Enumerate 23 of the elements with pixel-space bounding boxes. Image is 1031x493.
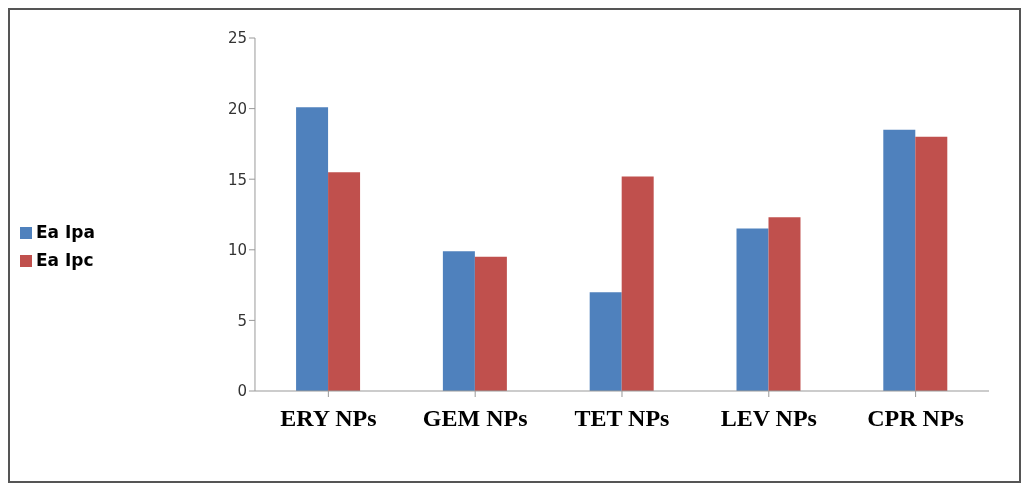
bar xyxy=(589,292,622,391)
y-tick-label: 15 xyxy=(227,170,247,189)
x-tick-label: ERY NPs xyxy=(280,405,377,432)
bar xyxy=(736,228,769,391)
y-tick-label: 20 xyxy=(227,99,247,118)
bar xyxy=(883,129,916,391)
legend-label: Ea Ipa xyxy=(36,221,95,242)
bar xyxy=(474,256,507,391)
y-tick-label: 5 xyxy=(237,311,247,330)
x-tick-label: GEM NPs xyxy=(422,405,528,432)
x-tick-label: TET NPs xyxy=(574,405,670,432)
y-tick-label: 10 xyxy=(227,241,247,260)
legend-label: Ea Ipc xyxy=(36,249,94,270)
bar xyxy=(296,107,329,391)
bar xyxy=(915,136,948,391)
bar xyxy=(621,176,654,391)
x-tick-label: CPR NPs xyxy=(867,405,964,432)
y-tick-label: 25 xyxy=(227,29,247,48)
bar xyxy=(328,172,361,391)
y-tick-label: 0 xyxy=(237,382,247,401)
bar xyxy=(768,217,801,391)
bar xyxy=(442,251,475,391)
x-tick-label: LEV NPs xyxy=(720,405,817,432)
